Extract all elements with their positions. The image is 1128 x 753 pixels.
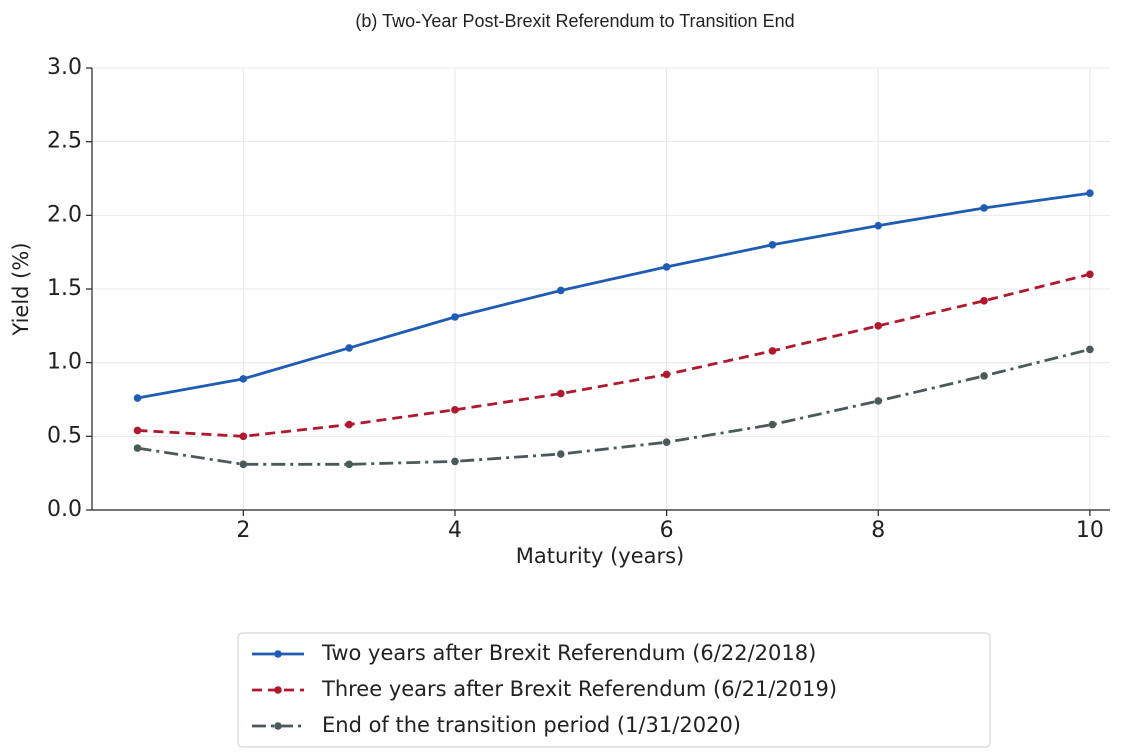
data-point xyxy=(133,426,142,435)
data-point xyxy=(980,296,988,305)
x-tick-label: 4 xyxy=(448,518,462,543)
data-point xyxy=(451,457,459,466)
data-point xyxy=(133,444,142,452)
data-point xyxy=(133,394,142,402)
series-line xyxy=(137,348,1091,466)
data-point xyxy=(556,450,565,458)
data-point xyxy=(451,406,459,414)
x-axis-label: Maturity (years) xyxy=(516,544,685,568)
legend-label: End of the transition period (1/31/2020) xyxy=(322,713,741,737)
data-point xyxy=(662,263,671,271)
data-point xyxy=(239,432,248,441)
data-point xyxy=(345,460,353,469)
data-point xyxy=(874,322,883,330)
legend-box xyxy=(237,632,991,748)
data-point xyxy=(768,420,777,429)
data-point xyxy=(980,204,988,212)
x-tick-label: 6 xyxy=(660,518,674,543)
chart-title: (b) Two-Year Post-Brexit Referendum to T… xyxy=(355,11,794,31)
y-tick-label: 1.0 xyxy=(47,350,82,375)
data-point xyxy=(345,344,353,352)
data-point xyxy=(768,347,777,355)
data-point xyxy=(662,370,671,379)
x-tick-label: 2 xyxy=(236,518,250,543)
data-point xyxy=(556,389,565,398)
legend-label: Three years after Brexit Referendum (6/2… xyxy=(321,677,837,701)
data-point xyxy=(980,372,988,380)
data-point xyxy=(1086,189,1094,198)
y-tick-label: 2.0 xyxy=(47,202,82,227)
legend-marker xyxy=(274,722,282,730)
data-point xyxy=(662,438,671,447)
y-tick-label: 2.5 xyxy=(47,129,82,154)
data-point xyxy=(345,420,353,429)
series-line xyxy=(137,272,1091,438)
y-axis-label: Yield (%) xyxy=(9,242,33,336)
data-point xyxy=(1086,345,1094,354)
data-point xyxy=(874,397,883,405)
data-point xyxy=(556,286,565,295)
legend-marker xyxy=(274,650,282,658)
y-tick-label: 3.0 xyxy=(47,55,82,80)
data-point xyxy=(239,375,248,383)
series-line xyxy=(137,191,1091,400)
x-tick-label: 10 xyxy=(1076,518,1104,543)
y-tick-label: 1.5 xyxy=(47,276,82,301)
data-point xyxy=(239,460,248,469)
legend-label: Two years after Brexit Referendum (6/22/… xyxy=(321,641,816,665)
legend-marker xyxy=(274,686,282,694)
data-point xyxy=(768,241,777,249)
x-tick-label: 8 xyxy=(871,518,885,543)
data-point xyxy=(1086,270,1094,279)
data-point xyxy=(874,221,883,230)
y-tick-label: 0.0 xyxy=(47,497,82,522)
y-tick-label: 0.5 xyxy=(47,423,82,448)
data-point xyxy=(451,313,459,321)
